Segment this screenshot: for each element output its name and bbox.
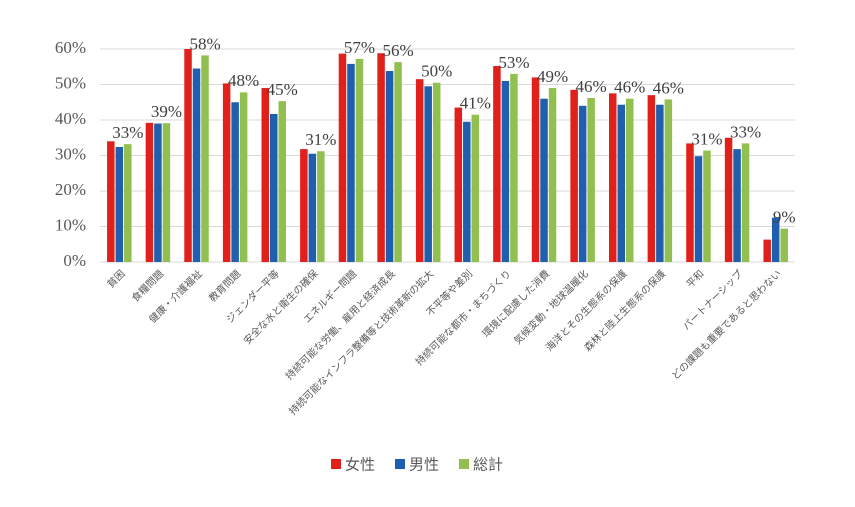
bar: [115, 146, 124, 262]
bar: [317, 151, 325, 262]
x-tick-label: 環境に配慮した消費: [479, 267, 552, 340]
bar: [338, 53, 347, 262]
bar: [308, 153, 317, 262]
data-label: 31%: [691, 129, 722, 148]
bar: [300, 149, 308, 262]
bar: [463, 121, 471, 263]
bar: [570, 89, 578, 262]
legend-swatch: [459, 459, 469, 469]
y-tick-label: 60%: [55, 38, 86, 57]
bar: [415, 79, 424, 262]
data-label: 48%: [228, 71, 259, 90]
data-label: 53%: [498, 53, 529, 72]
legend-label: 男性: [409, 456, 439, 474]
y-tick-label: 50%: [55, 73, 86, 92]
bar: [145, 122, 154, 262]
data-label: 46%: [653, 78, 684, 97]
bar: [432, 82, 441, 262]
bar: [394, 62, 402, 263]
bar: [154, 123, 162, 262]
bar: [201, 55, 209, 262]
bar: [231, 102, 239, 262]
bar: [261, 88, 269, 262]
data-label: 56%: [382, 41, 413, 60]
y-tick-label: 20%: [55, 180, 86, 199]
bar: [763, 239, 771, 262]
data-label: 46%: [614, 78, 645, 97]
bar: [347, 63, 355, 262]
data-label: 49%: [537, 67, 568, 86]
data-label: 33%: [112, 123, 143, 142]
data-label: 45%: [267, 80, 298, 99]
bar: [578, 105, 587, 262]
data-label: 33%: [730, 122, 761, 141]
data-label: 50%: [421, 62, 452, 81]
bar: [771, 217, 780, 262]
x-tick-label: 気候変動・地球温暖化: [511, 267, 591, 347]
bar: [501, 80, 510, 262]
bar: [278, 101, 286, 262]
bar: [617, 104, 625, 262]
bar: [454, 107, 463, 262]
bar: [626, 98, 634, 262]
x-tick-label: 貧困: [104, 267, 127, 290]
bar: [239, 92, 248, 262]
bar: [162, 123, 171, 262]
legend-label: 総計: [473, 456, 503, 474]
bar: [733, 149, 741, 262]
y-tick-label: 10%: [55, 215, 86, 234]
bar: [222, 83, 231, 262]
y-tick-label: 40%: [55, 109, 86, 128]
bar: [656, 104, 664, 262]
bar: [724, 137, 733, 262]
x-tick-label: 教育問題: [206, 267, 243, 304]
bar: [540, 98, 548, 262]
bar: [587, 97, 595, 263]
data-label: 39%: [151, 102, 182, 121]
bar: [647, 95, 656, 263]
bar: [355, 58, 364, 262]
bar: [780, 228, 788, 262]
bar: [510, 73, 518, 262]
x-tick-label: 安全な水と衛生の確保: [241, 267, 321, 347]
data-label: 9%: [773, 208, 796, 227]
x-tick-label: 食糧問題: [129, 267, 166, 304]
bar: [686, 143, 694, 262]
bar: [270, 113, 278, 262]
data-label: 41%: [460, 94, 491, 113]
bar: [531, 77, 540, 263]
bar: [741, 143, 750, 262]
bar: [124, 144, 132, 262]
legend-swatch: [395, 459, 405, 469]
bar: [184, 49, 192, 262]
bar: [471, 114, 480, 262]
data-label: 46%: [576, 77, 607, 96]
x-tick-label: 平和: [684, 268, 707, 291]
bar: [609, 93, 617, 262]
data-label: 31%: [305, 130, 336, 149]
data-label: 57%: [344, 38, 375, 57]
bar: [493, 66, 501, 262]
legend-swatch: [331, 459, 341, 469]
bar: [377, 53, 385, 263]
y-tick-label: 30%: [55, 144, 86, 163]
bar: [385, 71, 394, 262]
bar: [548, 88, 557, 262]
bar: [664, 99, 673, 262]
y-tick-label: 0%: [63, 251, 86, 270]
bar: [694, 156, 703, 262]
bar: [192, 68, 201, 263]
data-label: 58%: [189, 34, 220, 53]
bar: [107, 141, 115, 262]
bar: [703, 150, 711, 262]
legend-label: 女性: [345, 456, 375, 474]
x-tick-label: 持続可能なインフラ整備等と技術革新の拡大: [286, 267, 436, 417]
bar: [424, 86, 432, 263]
